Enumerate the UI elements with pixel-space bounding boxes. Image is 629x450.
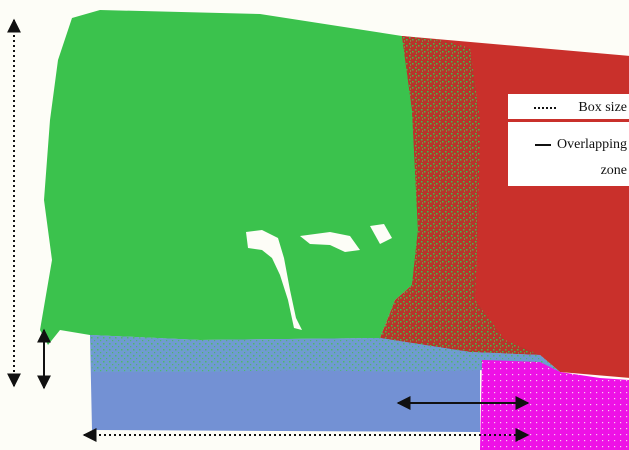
legend: Box size Overlapping zone bbox=[508, 94, 629, 186]
green-hole-1 bbox=[246, 230, 302, 330]
green-hole-3 bbox=[370, 224, 392, 244]
legend-overlapping-label: Overlapping bbox=[557, 137, 627, 152]
legend-box-size: Box size bbox=[508, 97, 629, 122]
legend-box-size-label: Box size bbox=[578, 100, 627, 115]
green-hole-2 bbox=[300, 232, 360, 252]
legend-overlapping: Overlapping bbox=[508, 134, 629, 156]
red-green-overlap-zone bbox=[380, 36, 540, 355]
dotted-line-swatch bbox=[534, 107, 557, 109]
green-point-region bbox=[40, 10, 418, 345]
blue-overlap-zone bbox=[90, 335, 575, 380]
magenta-point-region bbox=[480, 360, 629, 450]
solid-line-swatch bbox=[535, 144, 552, 146]
legend-zone-label: zone bbox=[600, 163, 627, 178]
legend-overlapping-zone: zone bbox=[508, 160, 629, 182]
